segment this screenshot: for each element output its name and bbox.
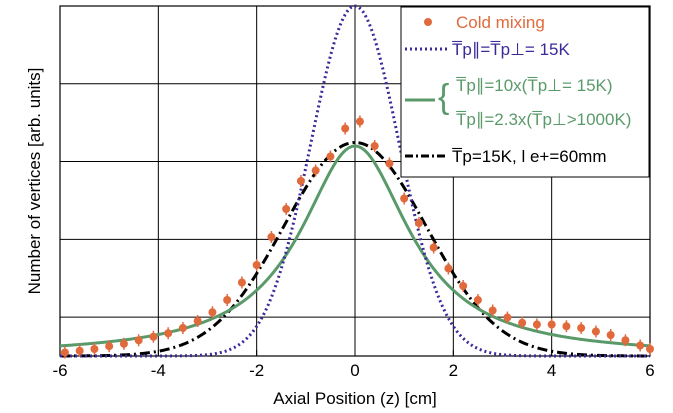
data-point <box>252 261 261 269</box>
legend-label-fit-line2: T̅p∥=2.3x(T̅p⊥>1000K) <box>456 110 631 129</box>
x-axis-label: Axial Position (z) [cm] <box>273 389 436 408</box>
data-point <box>193 317 202 325</box>
legend-label-cold-mixing: Cold mixing <box>456 13 545 32</box>
legend: Cold mixing T̅p∥=T̅p⊥= 15K { T̅p∥=10x(T̅… <box>400 6 650 178</box>
x-tick-label: 0 <box>350 361 359 380</box>
legend-brace: { <box>438 78 449 116</box>
data-point <box>208 308 217 317</box>
data-point <box>178 324 187 332</box>
data-point <box>473 296 482 304</box>
x-tick-label: -2 <box>249 361 264 380</box>
data-point <box>341 124 350 133</box>
data-point <box>119 339 128 348</box>
curves <box>59 4 651 358</box>
data-point <box>105 342 114 351</box>
data-point <box>459 282 468 290</box>
data-point <box>518 318 527 327</box>
data-point <box>385 159 394 168</box>
data-point <box>636 341 645 350</box>
data-point <box>621 336 630 345</box>
data-point <box>429 243 438 252</box>
series-dashdot-line <box>59 140 651 358</box>
data-point <box>414 219 423 227</box>
y-axis-label: Number of vertices [arb. units] <box>25 68 44 295</box>
legend-box <box>400 6 650 178</box>
grid <box>60 6 650 356</box>
data-point <box>282 205 291 213</box>
data-point <box>134 336 143 345</box>
data-point <box>223 296 232 304</box>
data-point <box>237 278 246 287</box>
legend-label-fit-line1: T̅p∥=10x(T̅p⊥= 15K) <box>456 76 613 95</box>
legend-marker-cold-mixing <box>424 18 432 26</box>
data-point <box>326 152 335 161</box>
data-point <box>488 306 497 315</box>
data-point <box>75 346 84 355</box>
legend-label-dotted: T̅p∥=T̅p⊥= 15K <box>452 40 570 59</box>
data-point <box>547 320 556 329</box>
data-point <box>164 329 173 338</box>
data-point <box>60 348 69 357</box>
data-point <box>591 327 600 336</box>
data-points <box>60 115 654 359</box>
data-point <box>267 233 276 241</box>
x-tick-label: 2 <box>449 361 458 380</box>
data-point <box>577 324 586 332</box>
data-point <box>355 117 364 126</box>
data-point <box>532 320 541 329</box>
x-tick-label: 6 <box>645 361 654 380</box>
x-tick-label: -4 <box>151 361 166 380</box>
data-point <box>606 331 615 339</box>
series-dotted-line <box>60 4 650 358</box>
data-point <box>370 142 379 150</box>
data-point <box>90 345 99 353</box>
data-point <box>503 313 512 322</box>
data-point <box>444 264 453 273</box>
data-point <box>562 322 571 331</box>
series-fit-line <box>59 144 651 348</box>
data-point <box>296 177 305 185</box>
x-tick-label: -6 <box>52 361 67 380</box>
data-point <box>311 166 320 175</box>
data-point <box>400 194 409 203</box>
x-tick-label: 4 <box>547 361 556 380</box>
legend-label-dashdot: T̅p=15K, l e+=60mm <box>452 147 607 166</box>
data-point <box>646 345 654 353</box>
data-point <box>149 332 158 341</box>
